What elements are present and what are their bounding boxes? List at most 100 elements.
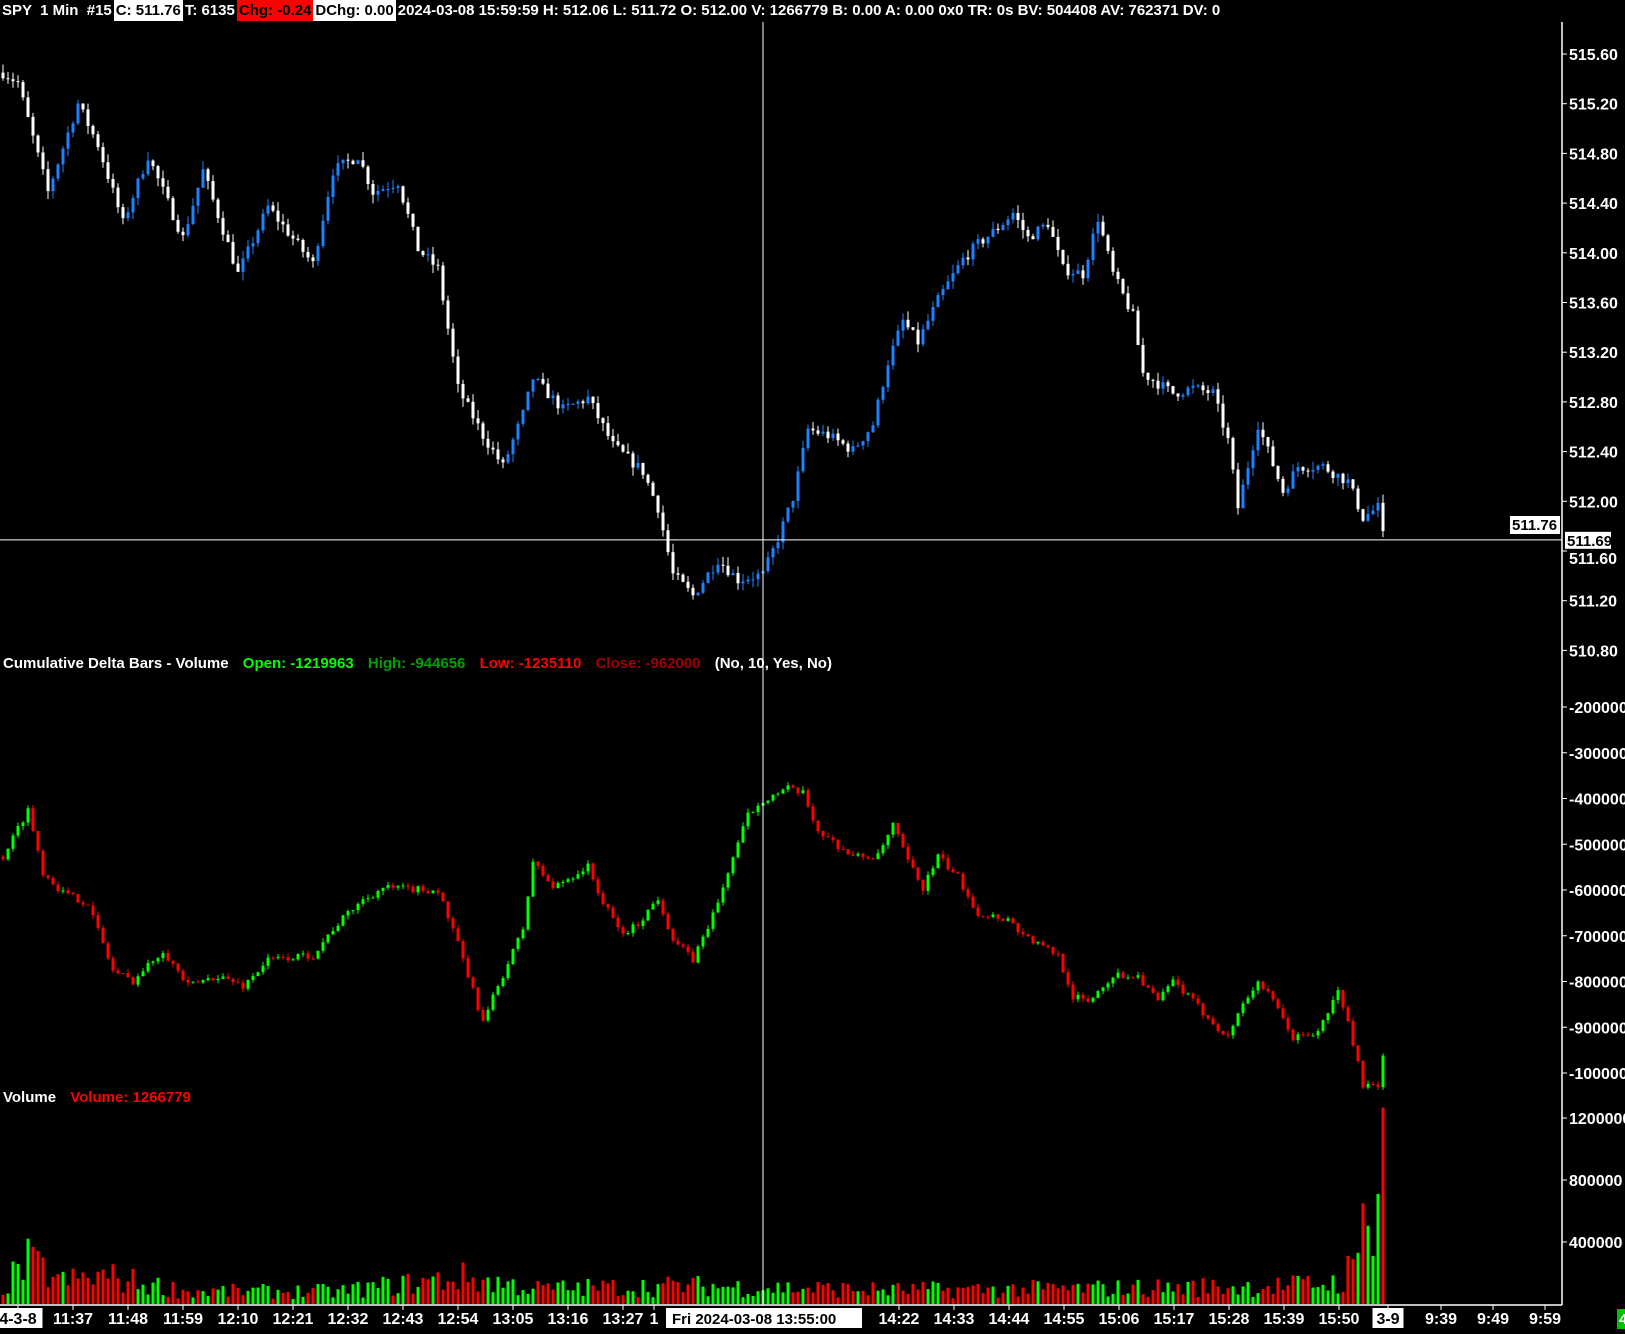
volume-bar bbox=[1031, 1280, 1035, 1304]
volume-bar bbox=[126, 1281, 130, 1304]
symbol-info: SPY 1 Min #15 bbox=[2, 2, 112, 19]
volume-bar bbox=[36, 1250, 40, 1304]
volume-bar bbox=[1276, 1277, 1280, 1304]
delta-candle bbox=[441, 892, 445, 902]
delta-candle bbox=[321, 942, 325, 951]
delta-candle bbox=[1361, 1060, 1365, 1088]
delta-candle bbox=[1106, 983, 1110, 988]
delta-candle bbox=[416, 886, 420, 893]
volume-bar bbox=[786, 1282, 790, 1304]
volume-bar bbox=[501, 1287, 505, 1304]
volume-bar bbox=[216, 1289, 220, 1304]
price-candle bbox=[1146, 372, 1150, 380]
time-axis-label: 3-9 bbox=[1376, 1311, 1399, 1328]
price-candle bbox=[596, 403, 600, 419]
price-candle bbox=[146, 160, 150, 175]
delta-candle bbox=[561, 881, 565, 884]
volume-bar bbox=[21, 1279, 25, 1304]
corner-badge[interactable]: 4 bbox=[1617, 1309, 1625, 1329]
price-candle bbox=[1331, 471, 1335, 478]
volume-bar bbox=[321, 1284, 325, 1304]
volume-bar bbox=[456, 1289, 460, 1304]
volume-bar bbox=[461, 1262, 465, 1304]
volume-bar bbox=[31, 1246, 35, 1304]
delta-candle bbox=[1126, 977, 1130, 979]
price-candle bbox=[811, 428, 815, 431]
price-candle bbox=[566, 404, 570, 406]
volume-bar bbox=[1306, 1275, 1310, 1304]
volume-bar bbox=[826, 1283, 830, 1304]
price-candle bbox=[651, 482, 655, 496]
delta-candle bbox=[731, 857, 735, 874]
price-candle bbox=[881, 387, 885, 400]
delta-candle bbox=[101, 927, 105, 944]
price-candle bbox=[851, 446, 855, 452]
volume-bar bbox=[1176, 1284, 1180, 1304]
delta-candle bbox=[111, 958, 115, 971]
volume-bar bbox=[261, 1283, 265, 1304]
price-candle bbox=[976, 239, 980, 244]
price-candle bbox=[351, 160, 355, 165]
volume-bar bbox=[611, 1279, 615, 1304]
delta-candle bbox=[796, 787, 800, 794]
delta-candle bbox=[406, 885, 410, 887]
delta-candle bbox=[1346, 1007, 1350, 1021]
delta-candle bbox=[56, 884, 60, 891]
volume-bar bbox=[586, 1278, 590, 1304]
volume-bar bbox=[1316, 1287, 1320, 1304]
volume-bar bbox=[41, 1257, 45, 1304]
price-candle bbox=[631, 453, 635, 468]
volume-bar bbox=[1166, 1282, 1170, 1304]
price-candle bbox=[1021, 219, 1025, 231]
volume-bar bbox=[481, 1279, 485, 1304]
volume-bar bbox=[1121, 1294, 1125, 1304]
price-candle bbox=[636, 462, 640, 468]
delta-candle bbox=[11, 835, 15, 849]
volume-bar bbox=[886, 1295, 890, 1304]
volume-bar bbox=[1141, 1294, 1145, 1304]
volume-bar bbox=[1251, 1296, 1255, 1304]
price-candle bbox=[1226, 427, 1230, 439]
price-candle bbox=[726, 565, 730, 576]
volume-bar bbox=[436, 1272, 440, 1304]
price-candle bbox=[371, 184, 375, 195]
close-value: C: 511.76 bbox=[113, 0, 183, 21]
price-candle bbox=[1196, 385, 1200, 387]
volume-bar bbox=[236, 1288, 240, 1304]
delta-candle bbox=[316, 950, 320, 959]
price-candle bbox=[1116, 271, 1120, 280]
delta-candle bbox=[886, 834, 890, 846]
price-candle bbox=[1321, 464, 1325, 466]
volume-bar bbox=[846, 1284, 850, 1304]
volume-bar bbox=[466, 1281, 470, 1304]
delta-candle bbox=[41, 850, 45, 876]
price-candle bbox=[296, 238, 300, 240]
price-candle bbox=[236, 263, 240, 272]
volume-bar bbox=[266, 1286, 270, 1304]
delta-close: Close: -962000 bbox=[595, 655, 701, 672]
price-candle bbox=[121, 207, 125, 219]
volume-bar bbox=[196, 1290, 200, 1304]
delta-candle bbox=[121, 973, 125, 975]
volume-bar bbox=[1181, 1294, 1185, 1304]
volume-bar bbox=[1046, 1282, 1050, 1304]
delta-candle bbox=[1171, 979, 1175, 987]
delta-candle bbox=[451, 918, 455, 929]
last-price-label: 511.76 bbox=[1510, 516, 1560, 534]
price-candle bbox=[646, 474, 650, 483]
delta-candle bbox=[86, 904, 90, 906]
volume-bar bbox=[1061, 1285, 1065, 1304]
delta-candle bbox=[401, 885, 405, 887]
time-axis-date-box bbox=[1372, 1308, 1404, 1328]
volume-bar bbox=[1286, 1285, 1290, 1304]
price-candle bbox=[781, 521, 785, 543]
delta-candle bbox=[1096, 991, 1100, 998]
volume-bar bbox=[1271, 1293, 1275, 1304]
price-candle bbox=[256, 230, 260, 244]
price-candle bbox=[1131, 309, 1135, 311]
price-candle bbox=[1191, 385, 1195, 388]
delta-candle bbox=[336, 925, 340, 932]
delta-candle bbox=[851, 854, 855, 856]
delta-candle bbox=[1291, 1029, 1295, 1041]
